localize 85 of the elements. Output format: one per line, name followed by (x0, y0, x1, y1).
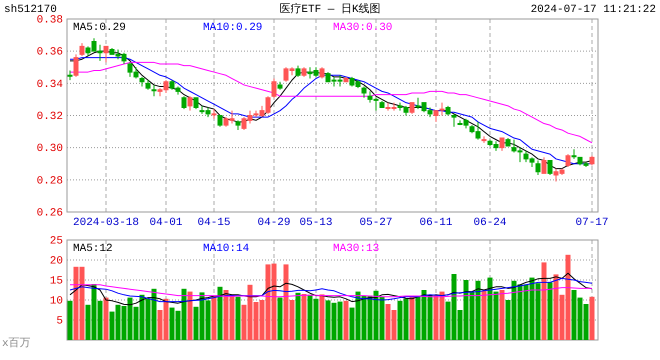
y-tick-label: 0.34 (36, 78, 64, 91)
x-tick-label: 04-15 (197, 216, 231, 229)
candlestick (542, 156, 546, 174)
candlestick (296, 65, 300, 78)
y-tick-label: 0.26 (36, 208, 63, 220)
y-axis-title: x百万 (2, 337, 31, 350)
candlestick (302, 66, 306, 78)
candlestick (500, 138, 504, 152)
candlestick (212, 108, 216, 120)
candlestick (572, 148, 576, 160)
candlestick (140, 76, 144, 88)
text: MA30:0.30 (333, 22, 392, 34)
candlestick (80, 42, 84, 56)
candlestick (482, 136, 486, 144)
x-tick-label: 07-17 (575, 216, 609, 229)
x-tick-label: 06-11 (419, 216, 453, 229)
candlestick (548, 160, 552, 176)
candlestick (236, 120, 240, 130)
bar (320, 294, 324, 340)
bar (344, 300, 348, 340)
bar (278, 298, 282, 340)
bar (302, 294, 306, 340)
candlestick (146, 80, 150, 90)
candlestick (380, 100, 384, 108)
bar (410, 296, 414, 340)
candlestick (506, 138, 510, 147)
bar (296, 292, 300, 340)
bar (218, 286, 222, 340)
text: MA30:13 (333, 243, 380, 255)
candlestick (104, 46, 108, 63)
candlestick (74, 54, 78, 78)
line-series (70, 62, 592, 144)
y-tick-label: 15 (50, 276, 63, 288)
line-series (70, 272, 592, 306)
bar (68, 300, 72, 340)
x-tick-label: 04-29 (257, 216, 291, 229)
y-tick-label: 0.28 (36, 175, 63, 188)
y-tick-label: 25 (50, 236, 63, 248)
line-series (70, 278, 592, 302)
x-tick-label: 05-27 (359, 216, 393, 229)
candlestick (344, 76, 348, 82)
text: sh512170 (4, 4, 57, 16)
bar (482, 290, 486, 340)
bar (548, 282, 552, 340)
candlestick (278, 81, 282, 90)
candlestick (320, 66, 324, 80)
text: MA10:14 (203, 243, 250, 255)
y-tick-label: 10 (50, 296, 63, 308)
y-tick-label: 5 (56, 316, 63, 328)
candlestick (362, 86, 366, 98)
x-tick-label: 2024-03-18 (72, 216, 140, 229)
y-tick-label: 0.30 (36, 143, 63, 156)
candlestick (590, 155, 594, 166)
candlestick (68, 70, 72, 81)
y-tick-label: 20 (50, 256, 63, 268)
candlestick (188, 96, 192, 112)
text: 2024-07-17 11:21:22 (530, 4, 656, 16)
chart-title: 医疗ETF — 日K线图 (279, 2, 381, 16)
y-tick-label: 0.38 (36, 14, 63, 27)
candlestick (446, 105, 450, 116)
candlestick (452, 113, 456, 128)
candlestick (536, 160, 540, 176)
text: MA10:0.29 (203, 22, 262, 34)
x-tick-label: 05-13 (299, 216, 333, 229)
bar (188, 292, 192, 340)
bar (104, 298, 108, 340)
candlestick (566, 154, 570, 168)
line-series (70, 284, 592, 298)
bar (590, 296, 594, 340)
candlestick (182, 96, 186, 110)
y-tick-label: 0.36 (36, 46, 63, 59)
bar (542, 262, 546, 340)
candlestick (218, 115, 222, 128)
text: MA5:12 (73, 243, 113, 255)
candlestick (194, 97, 198, 110)
candlestick (272, 78, 276, 98)
candlestick (152, 84, 156, 97)
bar (212, 296, 216, 340)
bar (500, 290, 504, 340)
y-tick-label: 0.32 (36, 111, 63, 124)
series-label: MA5:0.29 (73, 22, 126, 34)
x-tick-label: 06-24 (473, 216, 507, 229)
x-tick-label: 04-01 (149, 216, 183, 229)
bar (236, 296, 240, 340)
candlestick (410, 102, 414, 114)
